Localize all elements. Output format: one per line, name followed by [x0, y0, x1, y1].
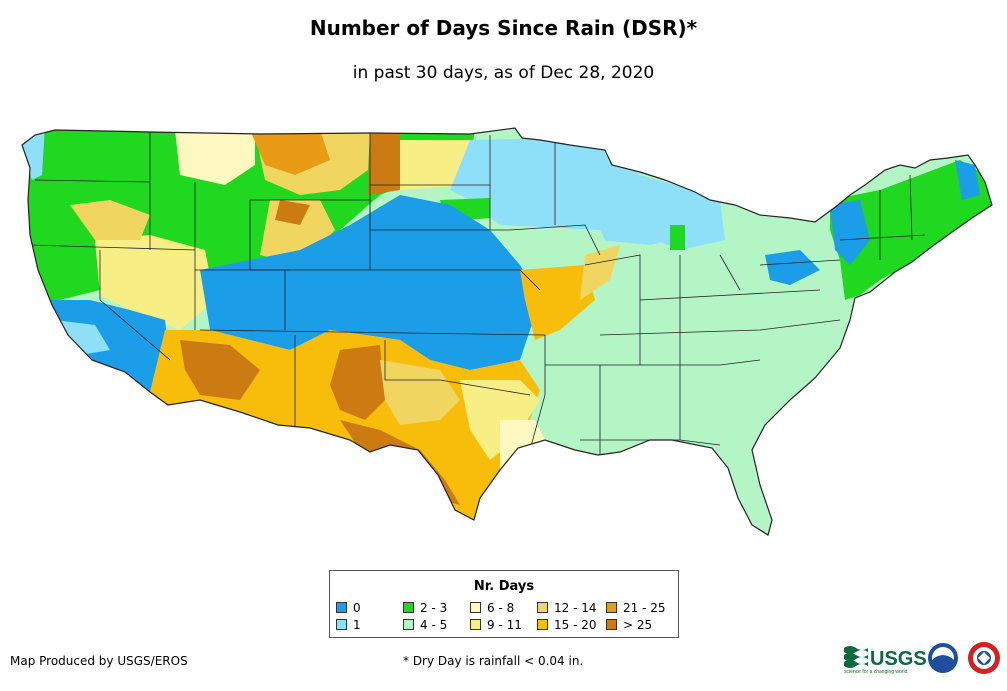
legend-label: 1 [353, 618, 361, 632]
map-credit: Map Produced by USGS/EROS [10, 654, 188, 668]
usgs-tagline: science for a changing world [844, 669, 908, 675]
legend-label: 12 - 14 [554, 601, 597, 615]
page-subtitle: in past 30 days, as of Dec 28, 2020 [352, 63, 655, 83]
legend-swatch [336, 602, 347, 613]
noaa-logo: noaa [928, 643, 958, 673]
legend-label: 15 - 20 [554, 618, 597, 632]
legend-swatch [606, 602, 617, 613]
legend-swatch [403, 619, 414, 630]
nws-logo [968, 642, 1000, 674]
legend-label: > 25 [623, 618, 653, 632]
legend-swatch [606, 619, 617, 630]
legend-swatch [403, 602, 414, 613]
legend-label: 0 [353, 601, 361, 615]
page-title: Number of Days Since Rain (DSR)* [309, 16, 698, 40]
legend-label: 21 - 25 [623, 601, 666, 615]
legend-swatch [470, 619, 481, 630]
dry-day-footnote: * Dry Day is rainfall < 0.04 in. [403, 654, 584, 668]
noaa-logo-text: noaa [936, 656, 951, 662]
legend-title: Nr. Days [473, 579, 535, 594]
legend-swatch [537, 602, 548, 613]
legend-swatch [537, 619, 548, 630]
usgs-logo: USGS science for a changing world [844, 646, 927, 675]
legend-label: 2 - 3 [420, 601, 448, 615]
legend-label: 4 - 5 [420, 618, 448, 632]
usgs-logo-text: USGS [870, 648, 927, 670]
legend-label: 6 - 8 [487, 601, 515, 615]
us-dsr-map [21, 127, 993, 536]
agency-logos: USGS science for a changing world noaa [844, 642, 1000, 675]
legend-label: 9 - 11 [487, 618, 522, 632]
legend: Nr. Days 0 1 2 - 3 4 - 5 6 - 8 9 - 11 12… [329, 570, 679, 638]
legend-swatch [470, 602, 481, 613]
legend-swatch [336, 619, 347, 630]
